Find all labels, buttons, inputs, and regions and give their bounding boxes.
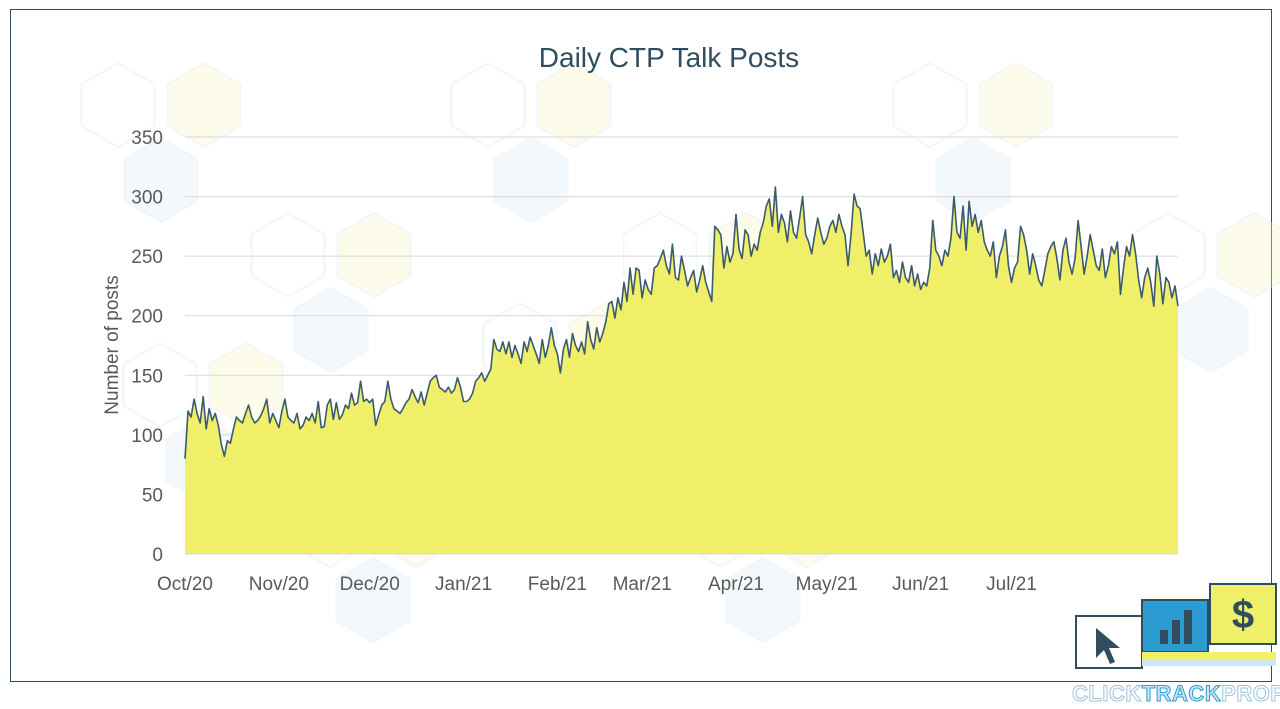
watermark-hexagon — [123, 136, 199, 224]
y-tick-label: 350 — [131, 128, 163, 149]
y-tick-label: 100 — [131, 426, 163, 447]
watermark-hexagon — [450, 61, 526, 149]
x-tick-label: Mar/21 — [613, 574, 672, 595]
area-fill — [185, 187, 1178, 555]
watermark-hexagon — [80, 61, 156, 149]
x-tick-label: Oct/20 — [157, 574, 213, 595]
watermark-hexagon — [725, 556, 801, 644]
cursor-icon — [1096, 628, 1120, 664]
x-tick-label: Dec/20 — [340, 574, 400, 595]
y-tick-label: 200 — [131, 307, 163, 328]
x-axis-ticks: Oct/20 Nov/20 Dec/20 Jan/21 Feb/21 Mar/21 Apr/… — [157, 574, 1037, 595]
brand-part-click: CLICK — [1072, 681, 1142, 707]
watermark-hexagon — [892, 61, 968, 149]
y-tick-label: 150 — [131, 366, 163, 387]
x-tick-label: Apr/21 — [708, 574, 764, 595]
watermark-hexagon — [935, 136, 1011, 224]
watermark-hexagon — [293, 286, 369, 374]
dollar-box — [1209, 583, 1277, 645]
x-tick-label: Jul/21 — [986, 574, 1037, 595]
y-axis-label: Number of posts — [102, 275, 123, 414]
x-tick-label: Jan/21 — [435, 574, 492, 595]
brand-stripe — [1142, 652, 1276, 660]
brand-wordmark: CLICKTRACKPROFIT — [1072, 681, 1280, 707]
x-tick-label: May/21 — [796, 574, 858, 595]
watermark-hexagon — [336, 211, 412, 299]
watermark-hexagon — [122, 341, 198, 429]
watermark-hexagon — [250, 211, 326, 299]
watermark-hexagon — [978, 61, 1054, 149]
watermark-hexagon — [536, 61, 612, 149]
watermark-hexagon — [1173, 286, 1249, 374]
y-axis-ticks: 0 50 100 150 200 250 300 350 — [131, 128, 163, 566]
bar-chart-icon — [1160, 610, 1192, 644]
watermark-hexagon — [166, 61, 242, 149]
brand-stripe-light — [1142, 660, 1276, 666]
x-tick-label: Nov/20 — [249, 574, 309, 595]
y-tick-label: 300 — [131, 188, 163, 209]
brand-part-track: TRACK — [1141, 681, 1222, 707]
brand-logo: $ — [1075, 583, 1277, 669]
series-line — [184, 186, 1179, 459]
y-tick-label: 0 — [152, 545, 163, 566]
x-tick-label: Feb/21 — [528, 574, 587, 595]
y-tick-label: 250 — [131, 247, 163, 268]
x-tick-label: Jun/21 — [892, 574, 949, 595]
dollar-icon: $ — [1232, 593, 1254, 637]
watermark-hexagon — [493, 136, 569, 224]
watermark-hexagon — [335, 556, 411, 644]
brand-part-profit: PROFIT — [1221, 681, 1280, 707]
chart-title: Daily CTP Talk Posts — [539, 42, 799, 73]
y-tick-label: 50 — [142, 485, 163, 506]
watermark-hexagon — [1216, 211, 1280, 299]
